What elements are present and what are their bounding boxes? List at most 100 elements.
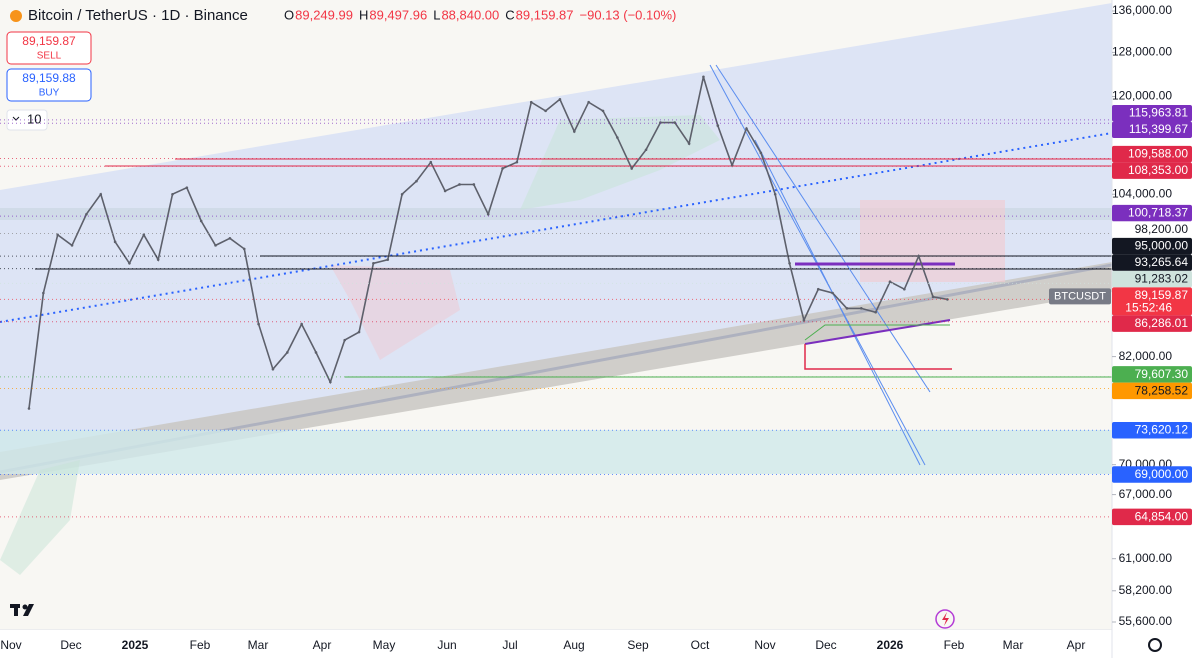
close-point <box>314 351 318 354</box>
close-point <box>214 244 217 247</box>
price-tag-label: 109,588.00 <box>1128 147 1188 161</box>
price-tag <box>1112 508 1192 526</box>
price-tag <box>1112 145 1192 163</box>
ohlc-key: C <box>505 7 514 22</box>
close-point <box>128 262 131 265</box>
close-point <box>242 247 246 251</box>
ohlc-row: O 89,249.99 H 89,497.96 L 88,840.00 C 89,159.87… <box>284 7 676 22</box>
time-label: Aug <box>563 638 584 652</box>
quantity-box[interactable] <box>6 109 48 131</box>
chart-content: 136,000.00 128,000.00 120,000.00 104,000.00… <box>0 3 1192 652</box>
ohlc-value: 89,249.99 <box>295 7 353 22</box>
descending-line <box>715 64 931 393</box>
close-point <box>171 192 174 196</box>
supply-box <box>860 200 1005 282</box>
dotted-trend <box>0 132 1112 323</box>
price-tag <box>1112 105 1192 122</box>
price-tag <box>1112 204 1192 222</box>
close-point <box>831 291 834 295</box>
close-point <box>903 287 906 291</box>
time-label: Apr <box>313 638 332 652</box>
close-point <box>558 98 562 101</box>
grey-zone <box>0 208 1112 220</box>
close-point <box>759 151 763 155</box>
close-point <box>888 280 892 284</box>
buy-button[interactable] <box>6 68 92 102</box>
time-label: Nov <box>754 638 775 652</box>
close-point <box>400 192 404 196</box>
close-point <box>443 189 447 193</box>
price-tick-label: 104,000.00 <box>1112 186 1172 200</box>
close-point <box>300 322 303 326</box>
ohlc-key: O <box>284 7 294 22</box>
ohlc-value: 88,840.00 <box>441 7 499 22</box>
close-point <box>27 407 31 410</box>
close-point <box>773 192 777 196</box>
price-tag-label: 78,258.52 <box>1135 383 1189 397</box>
price-tick-label: 120,000.00 <box>1112 89 1172 103</box>
price-tag <box>1112 237 1192 255</box>
price-tag <box>1112 221 1192 238</box>
target-box <box>804 344 952 370</box>
price-tick-label: 55,600.00 <box>1119 614 1173 628</box>
price-tick-label: 136,000.00 <box>1112 3 1172 17</box>
ohlc-key: H <box>359 7 368 22</box>
close-point <box>529 100 533 104</box>
close-point <box>70 244 74 247</box>
coin-icon <box>10 10 22 22</box>
change: −90.13 (−0.10%) <box>580 7 677 22</box>
time-label: Feb <box>190 638 211 652</box>
price-tag <box>1112 421 1192 439</box>
price-tag-label: 100,718.37 <box>1128 206 1188 220</box>
close-point <box>931 295 935 299</box>
sell-price: 89,159.87 <box>22 34 76 48</box>
price-tag-label: 64,854.00 <box>1135 509 1189 523</box>
time-label: Mar <box>1003 638 1024 652</box>
time-label: Nov <box>0 638 21 652</box>
price-tick-label: 128,000.00 <box>1112 45 1172 59</box>
time-label: May <box>373 638 396 652</box>
buy-label: BUY <box>39 88 60 99</box>
close-point <box>917 254 920 258</box>
close-point <box>415 179 418 183</box>
close-point <box>816 287 820 291</box>
sell-button[interactable] <box>6 31 92 65</box>
close-point <box>42 291 45 295</box>
price-tick-label: 58,200.00 <box>1119 583 1173 597</box>
time-label: Mar <box>248 638 269 652</box>
price-tag-label: 73,620.12 <box>1135 423 1189 437</box>
symbol-title[interactable]: Bitcoin / TetherUS · 1D · Binance <box>28 7 248 24</box>
close-point <box>458 183 461 186</box>
close-point <box>616 136 619 139</box>
price-tag <box>1112 254 1192 271</box>
quantity: 10 <box>27 111 41 126</box>
close-point <box>860 307 863 310</box>
time-label: Dec <box>815 638 836 652</box>
close-point <box>429 160 433 164</box>
sell-label: SELL <box>37 51 62 62</box>
ohlc-key: L <box>433 7 440 22</box>
price-tick-label: 61,000.00 <box>1119 551 1173 565</box>
settings-icon[interactable] <box>1148 638 1162 652</box>
close-point <box>329 380 332 384</box>
close-point <box>271 367 275 371</box>
price-tag-label: 95,000.00 <box>1135 239 1189 253</box>
price-tag-label: 93,265.64 <box>1135 255 1189 269</box>
price-tag-label: 86,286.01 <box>1135 316 1189 330</box>
close-point <box>687 142 691 145</box>
close-point <box>515 160 519 164</box>
alert-icon[interactable] <box>935 609 955 629</box>
ohlc-value: 89,497.96 <box>369 7 427 22</box>
triangle-bottom <box>804 319 951 345</box>
price-tag <box>1112 366 1192 383</box>
close-point <box>802 318 806 322</box>
close-point <box>587 100 590 104</box>
close-point <box>673 121 677 124</box>
price-tag <box>1112 121 1192 139</box>
close-point <box>386 258 390 261</box>
symbol-tag-label: BTCUSDT <box>1054 290 1106 302</box>
close-point <box>745 127 748 130</box>
cloud-red <box>330 265 460 360</box>
price-tag <box>1112 382 1192 400</box>
